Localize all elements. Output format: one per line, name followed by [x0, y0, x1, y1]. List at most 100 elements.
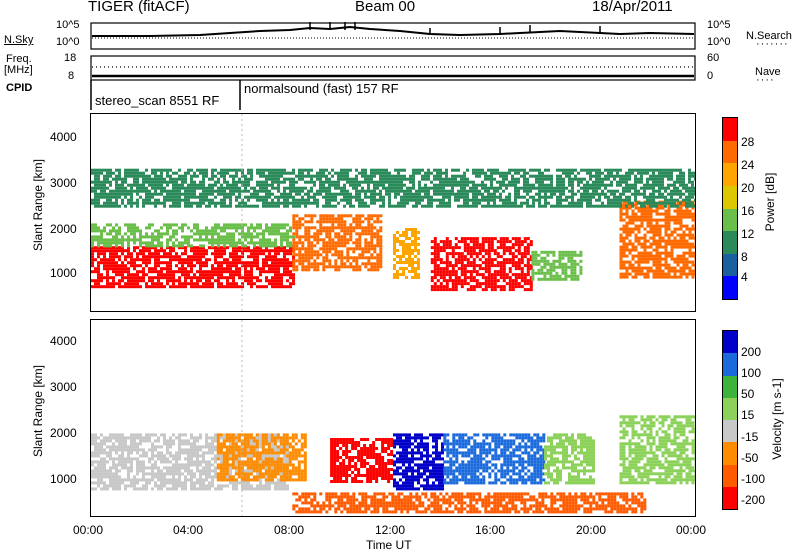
heatmap-cell: [529, 168, 532, 172]
heatmap-cell: [268, 229, 271, 233]
heatmap-cell: [142, 475, 145, 479]
heatmap-cell: [130, 183, 133, 187]
heatmap-cell: [118, 195, 121, 199]
heatmap-cell: [244, 276, 247, 280]
heatmap-cell: [481, 288, 485, 292]
heatmap-cell: [301, 241, 305, 245]
heatmap-cell: [691, 263, 695, 267]
heatmap-cell: [658, 192, 661, 196]
heatmap-cell: [649, 236, 653, 240]
heatmap-cell: [253, 244, 256, 248]
heatmap-cell: [550, 183, 553, 187]
heatmap-cell: [649, 269, 653, 273]
heatmap-cell: [100, 460, 103, 464]
heatmap-cell: [475, 195, 478, 199]
heatmap-cell: [421, 195, 424, 199]
heatmap-cell: [402, 255, 405, 258]
heatmap-cell: [622, 186, 625, 190]
heatmap-cell: [379, 174, 382, 178]
heatmap-cell: [352, 229, 356, 233]
heatmap-cell: [205, 189, 208, 193]
heatmap-cell: [94, 201, 97, 205]
heatmap-cell: [622, 200, 626, 204]
heatmap-cell: [652, 177, 655, 181]
heatmap-cell: [514, 237, 518, 241]
heatmap-cell: [436, 279, 440, 283]
heatmap-cell: [121, 433, 124, 437]
heatmap-cell: [424, 183, 427, 187]
heatmap-cell: [112, 189, 115, 193]
heatmap-cell: [166, 264, 169, 268]
heatmap-cell: [127, 229, 130, 233]
heatmap-cell: [148, 472, 151, 476]
heatmap-cell: [331, 198, 334, 202]
heatmap-cell: [289, 264, 292, 268]
heatmap-cell: [415, 189, 418, 193]
heatmap-cell: [202, 238, 205, 242]
heatmap-cell: [505, 240, 509, 244]
heatmap-cell: [664, 266, 668, 270]
heatmap-cell: [196, 174, 199, 178]
heatmap-cell: [520, 186, 523, 190]
heatmap-cell: [634, 218, 638, 222]
heatmap-cell: [589, 201, 592, 205]
heatmap-cell: [199, 192, 202, 196]
heatmap-cell: [520, 258, 524, 262]
heatmap-cell: [130, 189, 133, 193]
heatmap-cell: [157, 232, 160, 236]
heatmap-cell: [142, 273, 145, 277]
heatmap-cell: [421, 168, 424, 172]
heatmap-cell: [589, 171, 592, 175]
heatmap-cell: [166, 174, 169, 178]
heatmap-cell: [658, 186, 661, 190]
heatmap-cell: [325, 220, 329, 224]
heatmap-cell: [154, 255, 157, 259]
heatmap-cell: [94, 238, 97, 242]
heatmap-cell: [493, 282, 497, 286]
heatmap-cell: [217, 235, 220, 239]
heatmap-cell: [220, 276, 223, 280]
heatmap-cell: [475, 279, 479, 283]
heatmap-cell: [163, 232, 166, 236]
heatmap-cell: [685, 186, 688, 190]
heatmap-cell: [130, 463, 133, 467]
heatmap-cell: [655, 248, 659, 252]
heatmap-cell: [559, 183, 562, 187]
heatmap-cell: [661, 224, 665, 228]
heatmap-cell: [379, 195, 382, 199]
heatmap-cell: [112, 241, 115, 245]
heatmap-cell: [502, 198, 505, 202]
heatmap-cell: [682, 254, 686, 258]
heatmap-cell: [679, 266, 683, 270]
heatmap-cell: [393, 234, 396, 237]
heatmap-cell: [682, 230, 686, 234]
heatmap-cell: [577, 198, 580, 202]
heatmap-cell: [307, 265, 311, 269]
heatmap-cell: [100, 451, 103, 455]
heatmap-cell: [358, 183, 361, 187]
heatmap-cell: [625, 204, 628, 208]
heatmap-cell: [601, 183, 604, 187]
heatmap-cell: [151, 472, 154, 476]
heatmap-cell: [358, 265, 362, 269]
heatmap-cell: [643, 201, 646, 205]
heatmap-cell: [652, 230, 656, 234]
heatmap-cell: [538, 168, 541, 172]
heatmap-cell: [556, 168, 559, 172]
heatmap-cell: [226, 192, 229, 196]
heatmap-cell: [115, 195, 118, 199]
heatmap-cell: [127, 282, 130, 286]
heatmap-cell: [202, 282, 205, 286]
heatmap-cell: [328, 195, 331, 199]
heatmap-cell: [393, 264, 396, 267]
heatmap-cell: [399, 258, 402, 261]
heatmap-cell: [163, 204, 166, 208]
heatmap-cell: [505, 171, 508, 175]
heatmap-cell: [175, 195, 178, 199]
heatmap-cell: [154, 180, 157, 184]
heatmap-cell: [433, 174, 436, 178]
heatmap-cell: [127, 472, 130, 476]
heatmap-cell: [445, 195, 448, 199]
heatmap-cell: [400, 186, 403, 190]
heatmap-cell: [469, 264, 473, 268]
